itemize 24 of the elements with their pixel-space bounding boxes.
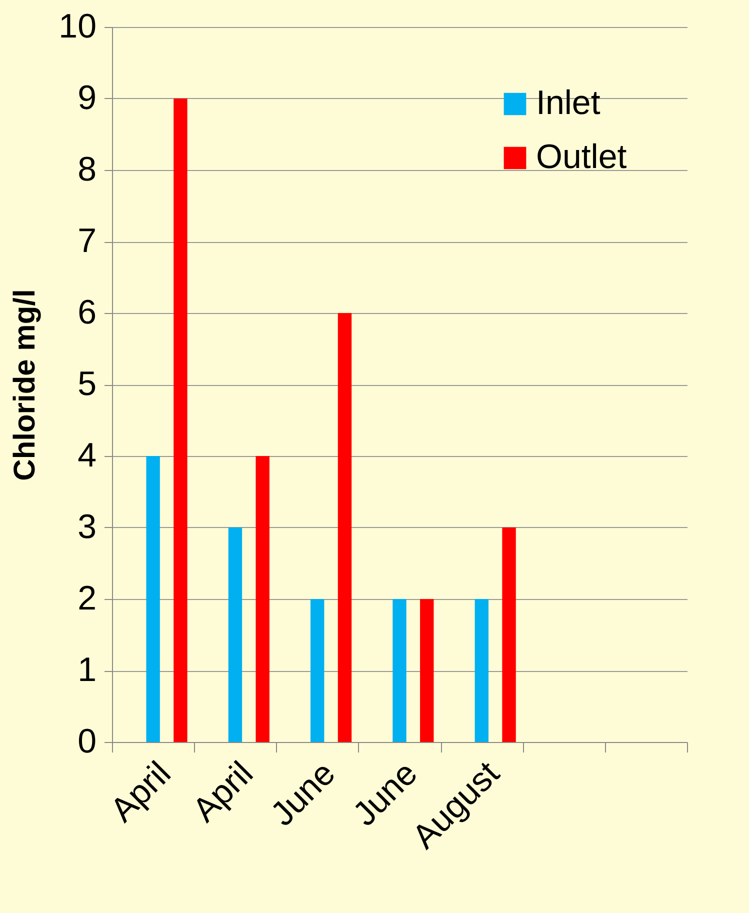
bar <box>310 599 324 742</box>
y-tick-label: 7 <box>78 222 96 260</box>
y-tick-label: 2 <box>78 580 96 618</box>
legend-label: Inlet <box>536 84 601 122</box>
y-tick-label: 0 <box>78 722 96 760</box>
bar <box>256 456 270 742</box>
bar <box>228 528 242 742</box>
bar <box>474 599 488 742</box>
y-tick-label: 9 <box>78 79 96 117</box>
y-tick-label: 3 <box>78 508 96 546</box>
y-tick-label: 5 <box>78 365 96 403</box>
y-tick-label: 4 <box>78 436 96 474</box>
bar <box>338 313 352 742</box>
y-axis-title: Chloride mg/l <box>8 289 42 481</box>
legend-label: Outlet <box>536 138 628 176</box>
bar <box>392 599 406 742</box>
y-tick-label: 8 <box>78 150 96 188</box>
bar <box>420 599 434 742</box>
y-tick-label: 6 <box>78 294 96 332</box>
y-tick-label: 10 <box>58 8 96 46</box>
bar <box>146 456 160 742</box>
y-tick-label: 1 <box>78 651 96 689</box>
bar <box>174 98 188 742</box>
bar <box>502 528 516 742</box>
